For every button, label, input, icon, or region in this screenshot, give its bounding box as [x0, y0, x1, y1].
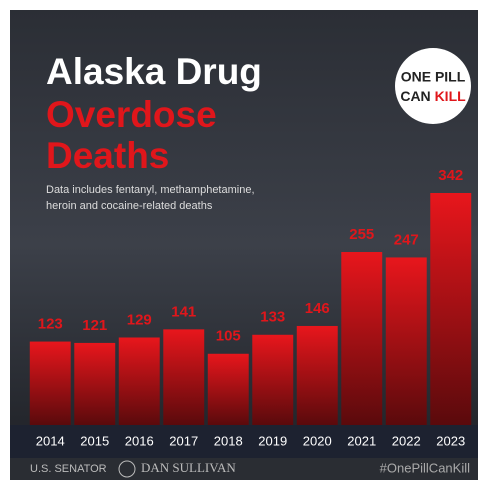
value-label: 123 [38, 316, 63, 333]
title-line: Alaska Drug [46, 51, 262, 92]
bar [385, 257, 427, 425]
value-label: 146 [305, 300, 330, 317]
bar [296, 325, 338, 425]
value-label: 133 [260, 309, 285, 326]
value-label: 105 [216, 328, 241, 345]
bar [252, 334, 294, 425]
x-tick-label: 2015 [80, 433, 109, 448]
title-line: Overdose [46, 94, 217, 135]
x-tick-label: 2014 [36, 433, 65, 448]
x-tick-label: 2023 [436, 433, 465, 448]
title-line: Deaths [46, 135, 169, 176]
badge [395, 48, 471, 124]
bar [118, 337, 160, 425]
value-label: 342 [438, 167, 463, 184]
x-tick-label: 2019 [258, 433, 287, 448]
footer-text: #OnePillCanKill [380, 460, 470, 475]
x-tick-label: 2018 [214, 433, 243, 448]
bar [430, 193, 472, 425]
subtitle: heroin and cocaine-related deaths [46, 200, 213, 212]
x-tick-label: 2021 [347, 433, 376, 448]
bar [74, 342, 116, 425]
value-label: 247 [394, 231, 419, 248]
x-tick-label: 2017 [169, 433, 198, 448]
bar [29, 341, 71, 425]
bar [207, 353, 249, 425]
axis-band [10, 425, 478, 458]
badge-text: CAN KILL [400, 88, 466, 104]
value-label: 141 [171, 303, 196, 320]
footer-text: U.S. SENATOR [30, 463, 107, 475]
badge-text: ONE PILL [401, 69, 466, 85]
seal [118, 460, 136, 478]
value-label: 121 [82, 317, 107, 334]
bar [341, 252, 383, 425]
footer-band [10, 458, 478, 480]
x-tick-label: 2020 [303, 433, 332, 448]
badge-text: KILL [435, 88, 467, 104]
footer-text: DAN SULLIVAN [141, 460, 236, 475]
bar [163, 329, 205, 425]
subtitle: Data includes fentanyl, methamphetamine, [46, 184, 255, 196]
x-tick-label: 2016 [125, 433, 154, 448]
value-label: 255 [349, 226, 374, 243]
value-label: 129 [127, 311, 152, 328]
x-tick-label: 2022 [392, 433, 421, 448]
badge-text: CAN [400, 88, 430, 104]
